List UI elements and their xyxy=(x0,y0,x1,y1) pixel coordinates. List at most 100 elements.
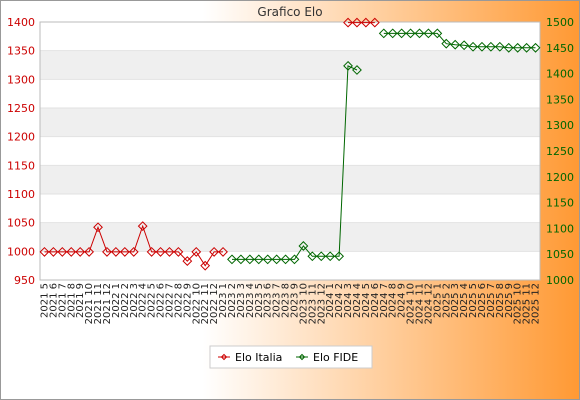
series-point xyxy=(253,254,264,265)
x-tick-label: 2022 9 xyxy=(182,283,193,318)
series-line xyxy=(44,224,223,267)
series-point xyxy=(503,42,514,53)
chart-legend: Elo Italia Elo FIDE xyxy=(209,345,373,369)
y-left-tick-label: 1400 xyxy=(7,16,35,29)
x-tick-label: 2023 3 xyxy=(236,283,247,318)
x-tick-label: 2023 4 xyxy=(245,283,256,318)
series-point xyxy=(360,17,371,28)
x-tick-label: 2025 8 xyxy=(495,283,506,318)
legend-swatch-marker xyxy=(220,353,228,361)
y-right-tick-label: 1300 xyxy=(546,119,574,132)
series-point xyxy=(343,17,353,28)
series-point xyxy=(218,246,228,257)
legend-swatch-marker xyxy=(298,353,306,361)
plot-frame xyxy=(39,21,541,281)
y-left-tick-label: 1050 xyxy=(7,217,35,230)
series-point xyxy=(530,42,541,53)
series-point xyxy=(84,246,95,257)
grid-band xyxy=(40,165,540,194)
series-point xyxy=(146,246,157,257)
series-point xyxy=(93,222,103,233)
x-tick-label: 2023 2 xyxy=(227,283,238,318)
x-tick-label: 2022 7 xyxy=(164,283,175,318)
series-point xyxy=(119,246,130,257)
x-tick-label: 2025 6 xyxy=(477,283,488,318)
x-tick-label: 2022 3 xyxy=(129,283,140,318)
x-tick-label: 2021 11 xyxy=(93,283,104,324)
grid-band xyxy=(40,222,540,252)
series-point xyxy=(450,39,461,50)
x-tick-label: 2024 6 xyxy=(370,283,381,318)
series-point xyxy=(432,28,443,39)
series-point xyxy=(137,221,148,232)
series-point xyxy=(48,246,59,257)
x-tick-label: 2022 4 xyxy=(138,283,149,318)
series-point xyxy=(110,246,121,257)
series-line xyxy=(232,65,358,260)
x-tick-label: 2023 5 xyxy=(254,283,265,318)
series-point xyxy=(209,246,220,257)
x-tick-label: 2023 11 xyxy=(307,283,318,324)
y-right-tick-label: 1500 xyxy=(546,16,574,29)
x-tick-label: 2023 1 xyxy=(218,283,229,318)
x-tick-label: 2022 11 xyxy=(200,283,211,324)
series-point xyxy=(155,246,166,257)
x-tick-label: 2021 5 xyxy=(39,283,50,318)
series-point xyxy=(191,246,202,257)
x-tick-label: 2024 1 xyxy=(325,283,336,318)
x-tick-label: 2024 5 xyxy=(361,283,372,318)
x-tick-label: 2022 10 xyxy=(191,283,202,324)
series-point xyxy=(414,28,425,39)
y-right-tick-label: 1200 xyxy=(546,171,574,184)
series-point xyxy=(75,246,86,257)
x-tick-label: 2023 8 xyxy=(281,283,292,318)
x-tick-label: 2023 6 xyxy=(263,283,274,318)
series-point xyxy=(485,41,496,52)
y-left-tick-label: 1250 xyxy=(7,102,35,115)
y-right-tick-label: 1400 xyxy=(546,68,574,81)
y-right-tick-label: 1150 xyxy=(546,197,574,210)
y-right-tick-label: 1000 xyxy=(546,274,574,287)
series-point xyxy=(200,260,211,271)
series-point xyxy=(235,254,246,265)
series-point xyxy=(325,251,336,262)
x-tick-label: 2025 5 xyxy=(468,283,479,318)
series-point xyxy=(441,38,452,49)
x-tick-label: 2022 8 xyxy=(173,283,184,318)
series-point xyxy=(378,28,389,39)
x-tick-label: 2023 10 xyxy=(298,283,309,324)
y-left-tick-label: 1100 xyxy=(7,188,35,201)
x-tick-label: 2022 6 xyxy=(156,283,167,318)
x-tick-label: 2025 1 xyxy=(432,283,443,318)
series-point xyxy=(343,60,353,71)
x-tick-label: 2024 9 xyxy=(397,283,408,318)
x-tick-label: 2022 5 xyxy=(147,283,158,318)
chart-title: Grafico Elo xyxy=(257,5,322,19)
x-tick-label: 2025 4 xyxy=(459,283,470,318)
x-tick-label: 2021 9 xyxy=(75,283,86,318)
series-point xyxy=(521,42,532,53)
y-right-tick-label: 1450 xyxy=(546,42,574,55)
x-tick-label: 2021 12 xyxy=(102,283,113,324)
series-point xyxy=(512,42,523,53)
x-tick-label: 2025 9 xyxy=(504,283,515,318)
x-tick-label: 2024 12 xyxy=(423,283,434,324)
x-tick-label: 2022 12 xyxy=(209,283,220,324)
x-tick-label: 2025 12 xyxy=(531,283,542,324)
series-point xyxy=(369,17,380,28)
series-point xyxy=(262,254,273,265)
series-point xyxy=(244,254,255,265)
series-point xyxy=(468,41,478,52)
series-point xyxy=(182,256,193,266)
series-point xyxy=(459,40,470,51)
y-right-tick-label: 1250 xyxy=(546,145,574,158)
x-tick-label: 2021 7 xyxy=(57,283,68,318)
x-tick-label: 2021 10 xyxy=(84,283,95,324)
x-tick-label: 2024 3 xyxy=(343,283,354,318)
series-point xyxy=(39,246,50,257)
x-tick-label: 2024 4 xyxy=(352,283,363,318)
y-left-tick-label: 1300 xyxy=(7,73,35,86)
x-tick-label: 2024 10 xyxy=(406,283,417,324)
series-point xyxy=(396,28,407,39)
x-tick-label: 2025 2 xyxy=(441,283,452,318)
